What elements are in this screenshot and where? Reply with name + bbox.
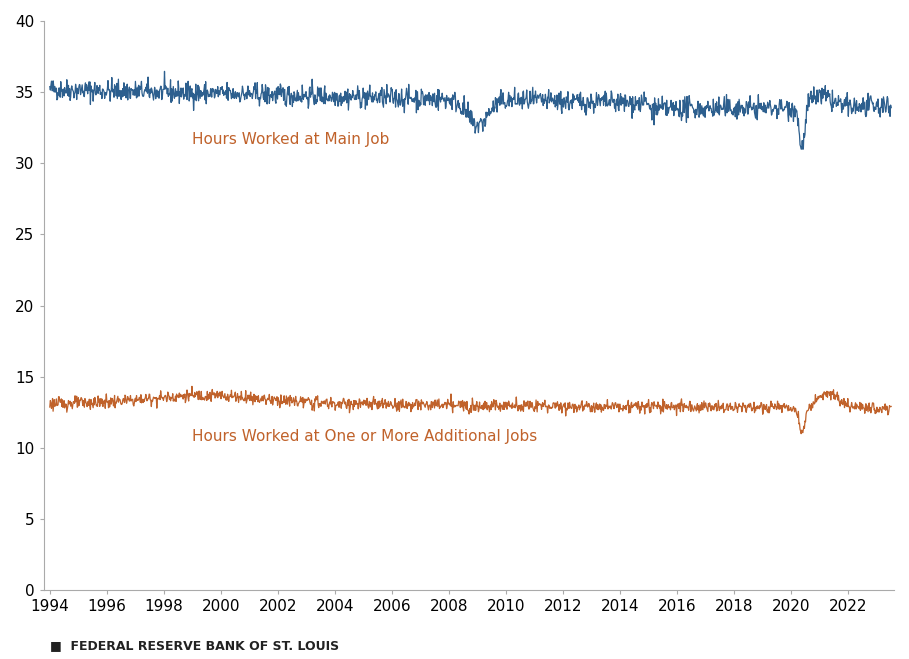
- Text: ■  FEDERAL RESERVE BANK OF ST. LOUIS: ■ FEDERAL RESERVE BANK OF ST. LOUIS: [50, 639, 339, 652]
- Text: Hours Worked at Main Job: Hours Worked at Main Job: [193, 132, 390, 147]
- Text: Hours Worked at One or More Additional Jobs: Hours Worked at One or More Additional J…: [193, 430, 537, 444]
